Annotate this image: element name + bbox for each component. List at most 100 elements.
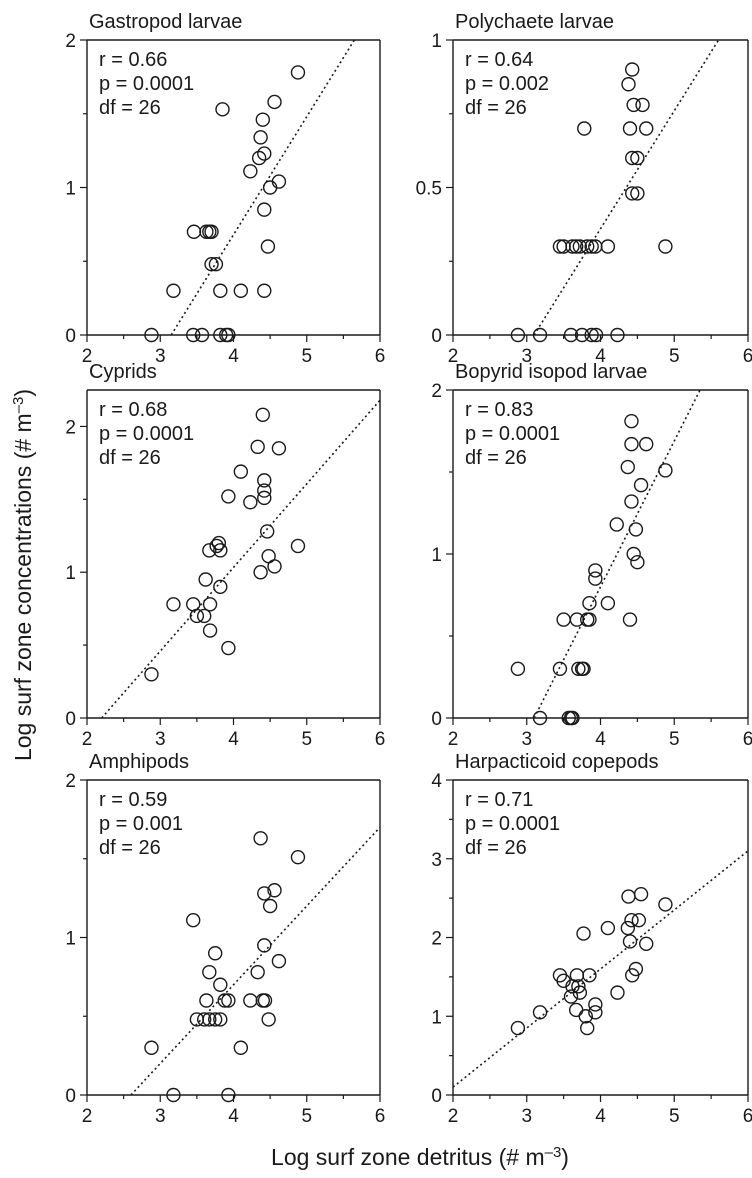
- data-point: [552, 968, 568, 983]
- data-point: [267, 94, 282, 110]
- x-tick-label: 5: [669, 729, 680, 750]
- data-point: [572, 239, 588, 254]
- data-point: [563, 327, 579, 343]
- x-tick-label: 4: [228, 346, 239, 367]
- data-point: [204, 257, 219, 272]
- data-point: [620, 459, 635, 475]
- stat-label: df = 26: [465, 97, 527, 119]
- data-point: [625, 150, 640, 166]
- data-point: [624, 436, 639, 452]
- data-point: [233, 1040, 249, 1055]
- y-axis-title: Log surf zone concentrations (# m–3): [10, 389, 37, 761]
- data-point: [568, 239, 584, 254]
- data-point: [624, 912, 639, 928]
- stat-label: p = 0.0001: [465, 813, 560, 835]
- data-point: [625, 62, 640, 77]
- data-point: [610, 985, 625, 1000]
- data-point: [510, 661, 526, 676]
- panel-2: Polychaete larvae 2 3 4 5 6 0 0.5 1 r = 0.64p = 0…: [416, 11, 752, 367]
- stat-label: r = 0.66: [99, 49, 167, 71]
- y-axis-title-end: ): [10, 389, 36, 397]
- data-point: [253, 831, 268, 846]
- panel-title: Amphipods: [89, 751, 189, 773]
- x-tick-label: 2: [448, 346, 459, 367]
- data-point: [207, 1012, 223, 1027]
- data-point: [290, 65, 306, 80]
- data-point: [253, 565, 268, 580]
- panel-title: Cyprids: [89, 361, 157, 383]
- data-point: [199, 993, 214, 1008]
- stat-label: p = 0.0001: [465, 423, 560, 445]
- data-point: [221, 327, 236, 343]
- data-point: [635, 97, 650, 113]
- data-point: [196, 608, 212, 624]
- data-point: [255, 407, 270, 422]
- data-point: [290, 849, 306, 865]
- stat-label: r = 0.64: [465, 49, 533, 71]
- data-point: [198, 572, 213, 587]
- data-point: [532, 327, 548, 343]
- data-point: [622, 612, 638, 627]
- x-tick-label: 6: [375, 1106, 386, 1127]
- data-point: [213, 579, 228, 594]
- data-point: [576, 926, 591, 941]
- data-point: [257, 938, 272, 953]
- data-point: [626, 97, 641, 113]
- data-point: [569, 612, 585, 627]
- data-point: [658, 463, 673, 478]
- data-point: [202, 964, 217, 980]
- y-tick-label: 0: [65, 1086, 76, 1107]
- stat-label: df = 26: [99, 837, 161, 859]
- data-point: [204, 224, 219, 239]
- data-point: [588, 1005, 603, 1020]
- y-tick-label: 0: [65, 709, 76, 730]
- data-point: [243, 495, 258, 510]
- data-point: [588, 327, 604, 343]
- stat-label: r = 0.59: [99, 789, 167, 811]
- panel-4: Bopyrid isopod larvae 2 3 4 5 6 0 1 2 r = 0.83p =…: [431, 361, 752, 750]
- data-point: [250, 964, 265, 980]
- y-tick-label: 0: [65, 326, 76, 347]
- data-point: [166, 597, 181, 612]
- data-point: [207, 946, 223, 961]
- x-tick-label: 5: [301, 729, 312, 750]
- data-point: [261, 1012, 276, 1027]
- data-point: [255, 112, 270, 127]
- x-tick-label: 6: [743, 729, 752, 750]
- x-tick-label: 3: [521, 346, 532, 367]
- data-point: [166, 1087, 181, 1103]
- data-point: [144, 327, 159, 343]
- x-tick-label: 4: [595, 346, 606, 367]
- panel-6: Harpacticoid copepods 2 3 4 5 6 0 1 2 3 4 r = 0.71p…: [431, 751, 752, 1127]
- data-point: [213, 283, 228, 298]
- panel-title: Harpacticoid copepods: [455, 751, 658, 773]
- data-point: [571, 979, 586, 994]
- data-point: [250, 439, 265, 455]
- data-point: [257, 490, 272, 506]
- data-point: [221, 489, 236, 504]
- data-point: [233, 464, 249, 479]
- data-point: [144, 1040, 159, 1055]
- data-point: [588, 571, 603, 586]
- data-point: [622, 121, 638, 136]
- y-axis-title-superscript: –3: [10, 397, 27, 414]
- data-point: [257, 146, 272, 161]
- data-point: [261, 548, 276, 564]
- x-tick-label: 5: [669, 1106, 680, 1127]
- x-tick-label: 5: [669, 346, 680, 367]
- data-point: [233, 283, 249, 298]
- x-tick-label: 4: [228, 729, 239, 750]
- data-point: [251, 150, 267, 166]
- data-point: [582, 968, 597, 983]
- stat-label: p = 0.0001: [99, 73, 194, 95]
- x-tick-label: 5: [301, 346, 312, 367]
- x-tick-label: 5: [301, 1106, 312, 1127]
- x-tick-label: 3: [155, 729, 166, 750]
- data-point: [260, 239, 276, 254]
- y-tick-label: 2: [431, 381, 442, 402]
- x-tick-label: 3: [521, 1106, 532, 1127]
- data-point: [221, 640, 236, 656]
- data-point: [213, 327, 228, 343]
